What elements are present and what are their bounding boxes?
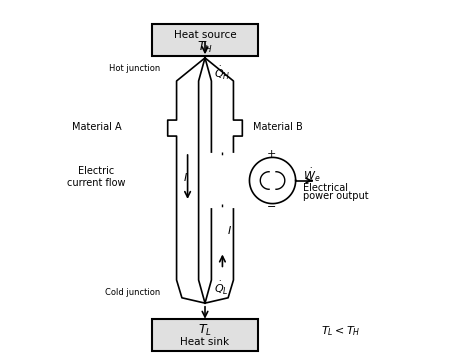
Text: Material A: Material A — [72, 122, 121, 132]
Text: +: + — [267, 149, 276, 159]
Text: $T_H$: $T_H$ — [197, 40, 213, 55]
Text: $\dot{W}_e$: $\dot{W}_e$ — [303, 167, 320, 184]
Text: $T_L < T_H$: $T_L < T_H$ — [320, 325, 360, 339]
FancyBboxPatch shape — [152, 319, 258, 351]
Text: Hot junction: Hot junction — [109, 64, 161, 73]
Text: $\dot{Q}_L$: $\dot{Q}_L$ — [214, 280, 228, 297]
Text: $\dot{Q}_H$: $\dot{Q}_H$ — [214, 65, 230, 82]
Text: Electric
current flow: Electric current flow — [67, 166, 126, 188]
Text: Cold junction: Cold junction — [105, 288, 161, 297]
Text: Heat source: Heat source — [173, 30, 237, 40]
Text: $I$: $I$ — [228, 224, 232, 236]
Text: Heat sink: Heat sink — [181, 337, 229, 347]
FancyBboxPatch shape — [152, 24, 258, 56]
Text: power output: power output — [303, 191, 368, 201]
Text: −: − — [267, 202, 276, 212]
Text: Material B: Material B — [253, 122, 303, 132]
Text: $I$: $I$ — [183, 171, 188, 183]
Text: Electrical: Electrical — [303, 183, 348, 193]
Text: $T_L$: $T_L$ — [198, 322, 212, 338]
